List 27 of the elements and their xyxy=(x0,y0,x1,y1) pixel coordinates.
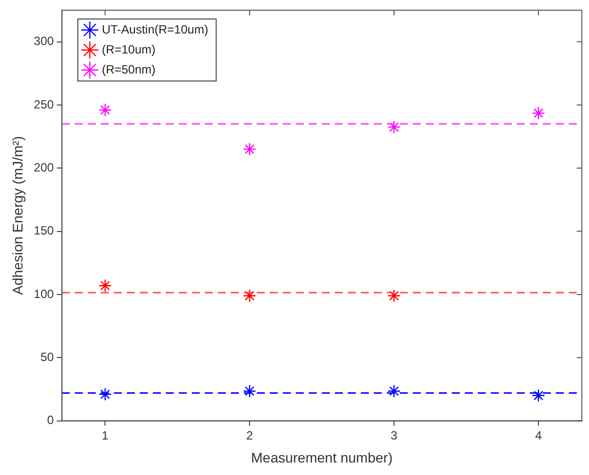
y-tick-label: 150 xyxy=(34,224,54,238)
point xyxy=(98,388,112,401)
point xyxy=(387,384,401,398)
point xyxy=(242,289,256,302)
y-tick-label: 200 xyxy=(34,160,54,174)
point xyxy=(242,142,256,156)
point xyxy=(532,388,546,402)
y-tick-label: 0 xyxy=(47,413,54,428)
x-tick-label: 3 xyxy=(390,428,398,442)
y-tick-label: 50 xyxy=(40,350,54,364)
y-tick-label: 100 xyxy=(34,286,54,301)
x-axis-title: Measurement number) xyxy=(251,449,393,466)
y-tick-label: 300 xyxy=(34,34,54,48)
point xyxy=(387,289,401,302)
point xyxy=(98,279,112,292)
legend-label: (R=10um) xyxy=(102,42,156,56)
legend-label: (R=50nm) xyxy=(102,62,156,76)
point xyxy=(242,384,256,398)
point xyxy=(98,103,112,117)
x-tick-label: 2 xyxy=(246,428,254,442)
x-tick-label: 1 xyxy=(102,428,109,442)
y-tick-label: 250 xyxy=(34,97,54,112)
x-tick-label: 4 xyxy=(535,428,542,442)
point xyxy=(387,120,401,134)
y-axis-title: Adhesion Energy (mJ/m²) xyxy=(9,136,26,295)
legend-label: UT-Austin(R=10um) xyxy=(102,22,208,36)
point xyxy=(532,106,546,120)
